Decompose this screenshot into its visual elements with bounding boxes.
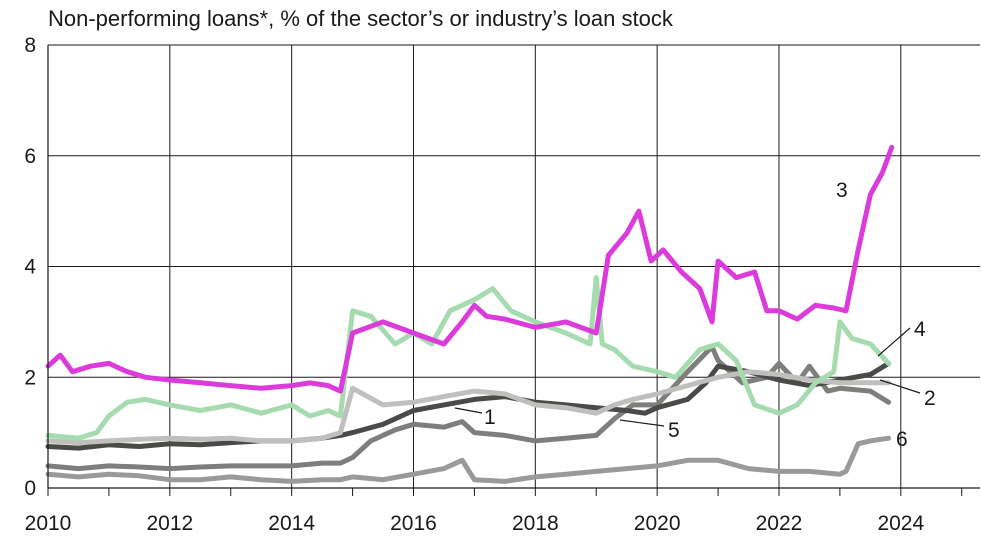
y-tick-label: 0: [24, 477, 36, 500]
series-label-1: 1: [484, 406, 496, 429]
series-label-3: 3: [836, 179, 848, 202]
series-line-6: [45, 435, 892, 484]
series-line-3: [45, 144, 895, 394]
x-tick-label: 2014: [268, 512, 315, 535]
y-tick-label: 2: [24, 366, 36, 389]
chart-title: Non-performing loans*, % of the sector’s…: [48, 6, 673, 31]
y-tick-label: 4: [24, 256, 36, 279]
series-line-2: [45, 344, 892, 472]
x-tick-label: 2020: [634, 512, 681, 535]
x-tick-label: 2022: [756, 512, 803, 535]
series-line-4: [45, 275, 892, 441]
y-tick-label: 8: [24, 34, 36, 57]
grid: [47, 44, 980, 489]
series-lines: [45, 144, 895, 484]
x-tick-label: 2010: [25, 512, 72, 535]
x-tick-label: 2016: [390, 512, 437, 535]
series-label-5: 5: [668, 419, 680, 442]
series-label-2: 2: [924, 387, 936, 410]
axes: 0 2 4 6 8 2010 2012 2014 2016 2018 2020 2022 2024: [24, 34, 980, 535]
series-labels: 1 2 3 4 5 6: [454, 179, 936, 451]
x-tick-label: 2012: [146, 512, 193, 535]
series-line-5: [45, 369, 892, 446]
series-label-6: 6: [896, 428, 908, 451]
series-label-4: 4: [914, 318, 926, 341]
x-tick-label: 2024: [877, 512, 924, 535]
x-tick-label: 2018: [512, 512, 559, 535]
y-tick-label: 6: [24, 145, 36, 168]
series-leader-1: [454, 407, 483, 414]
series-leader-2: [879, 379, 921, 394]
series-leader-5: [619, 419, 665, 427]
series-leader-4: [877, 327, 911, 357]
